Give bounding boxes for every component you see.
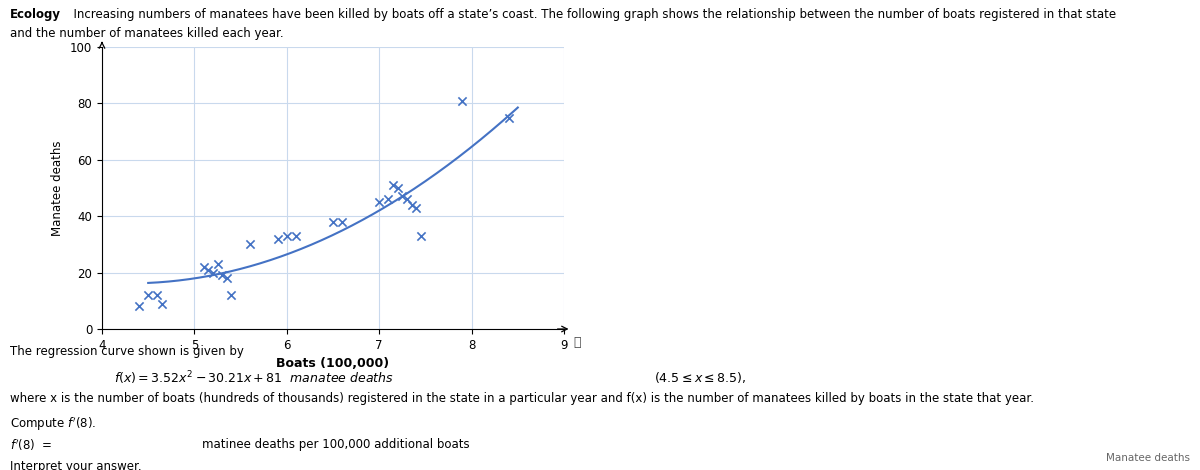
X-axis label: Boats (100,000): Boats (100,000): [276, 357, 390, 370]
Text: Increasing numbers of manatees have been killed by boats off a state’s coast. Th: Increasing numbers of manatees have been…: [66, 8, 1116, 22]
Point: [208, 260, 227, 268]
Text: $(4.5 \leq x \leq 8.5),$: $(4.5 \leq x \leq 8.5),$: [654, 370, 746, 385]
Point: [379, 196, 398, 203]
Point: [287, 232, 306, 240]
Point: [388, 184, 407, 192]
Text: The regression curve shown is given by: The regression curve shown is given by: [10, 345, 244, 359]
Text: where x is the number of boats (hundreds of thousands) registered in the state i: where x is the number of boats (hundreds…: [10, 392, 1033, 406]
Text: $f(x) = 3.52x^2 - 30.21x + 81$  manatee deaths: $f(x) = 3.52x^2 - 30.21x + 81$ manatee d…: [114, 370, 394, 387]
Point: [332, 218, 352, 226]
Y-axis label: Manatee deaths: Manatee deaths: [52, 140, 65, 236]
Point: [452, 97, 472, 104]
Point: [324, 218, 343, 226]
Text: matinee deaths per 100,000 additional boats: matinee deaths per 100,000 additional bo…: [202, 438, 469, 451]
Point: [130, 303, 149, 310]
Point: [392, 193, 412, 200]
Point: [222, 291, 241, 299]
Point: [152, 300, 172, 307]
Text: Ecology: Ecology: [10, 8, 60, 22]
Point: [402, 201, 421, 209]
Text: Compute $f'(8)$.: Compute $f'(8)$.: [10, 415, 96, 432]
Text: Interpret your answer.: Interpret your answer.: [10, 460, 142, 470]
Text: $f'(8)$  =: $f'(8)$ =: [10, 438, 52, 453]
Point: [277, 232, 296, 240]
Point: [407, 204, 426, 212]
Point: [397, 196, 416, 203]
Text: ⓘ: ⓘ: [574, 336, 581, 349]
Point: [240, 241, 259, 248]
Point: [384, 181, 403, 189]
Point: [199, 266, 218, 274]
Point: [148, 291, 167, 299]
Text: Manatee deaths: Manatee deaths: [1106, 453, 1190, 463]
Point: [370, 198, 389, 206]
Point: [217, 274, 236, 282]
Point: [412, 232, 431, 240]
Text: and the number of manatees killed each year.: and the number of manatees killed each y…: [10, 27, 283, 40]
Point: [194, 263, 214, 271]
Point: [499, 114, 518, 121]
Point: [212, 272, 232, 279]
Point: [138, 291, 158, 299]
Point: [268, 235, 287, 243]
Point: [203, 269, 222, 276]
